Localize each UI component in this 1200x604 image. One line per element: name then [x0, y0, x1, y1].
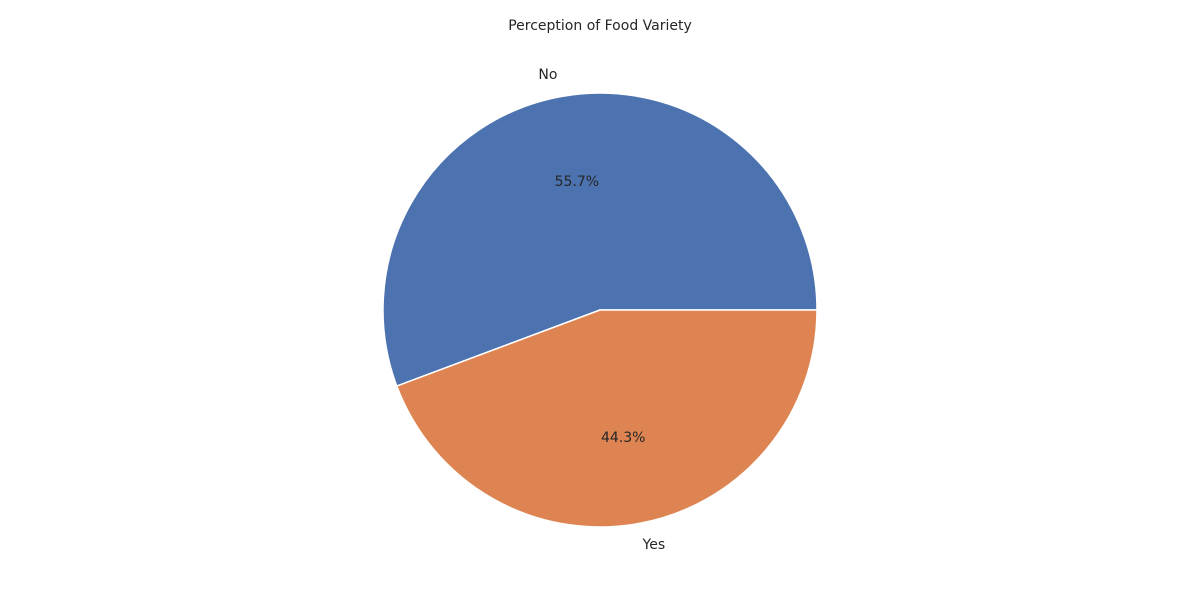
pie-slice-yes — [396, 309, 818, 528]
slice-label-yes: Yes — [642, 537, 666, 553]
slice-percent-yes: 44.3% — [601, 430, 645, 446]
pie-slice-no — [382, 92, 818, 387]
pie-slices — [382, 92, 818, 528]
slice-label-no: No — [538, 67, 557, 83]
slice-percent-no: 55.7% — [555, 174, 599, 190]
chart-title: Perception of Food Variety — [508, 18, 692, 34]
pie-labels: No 55.7% Yes 44.3% — [538, 67, 665, 553]
